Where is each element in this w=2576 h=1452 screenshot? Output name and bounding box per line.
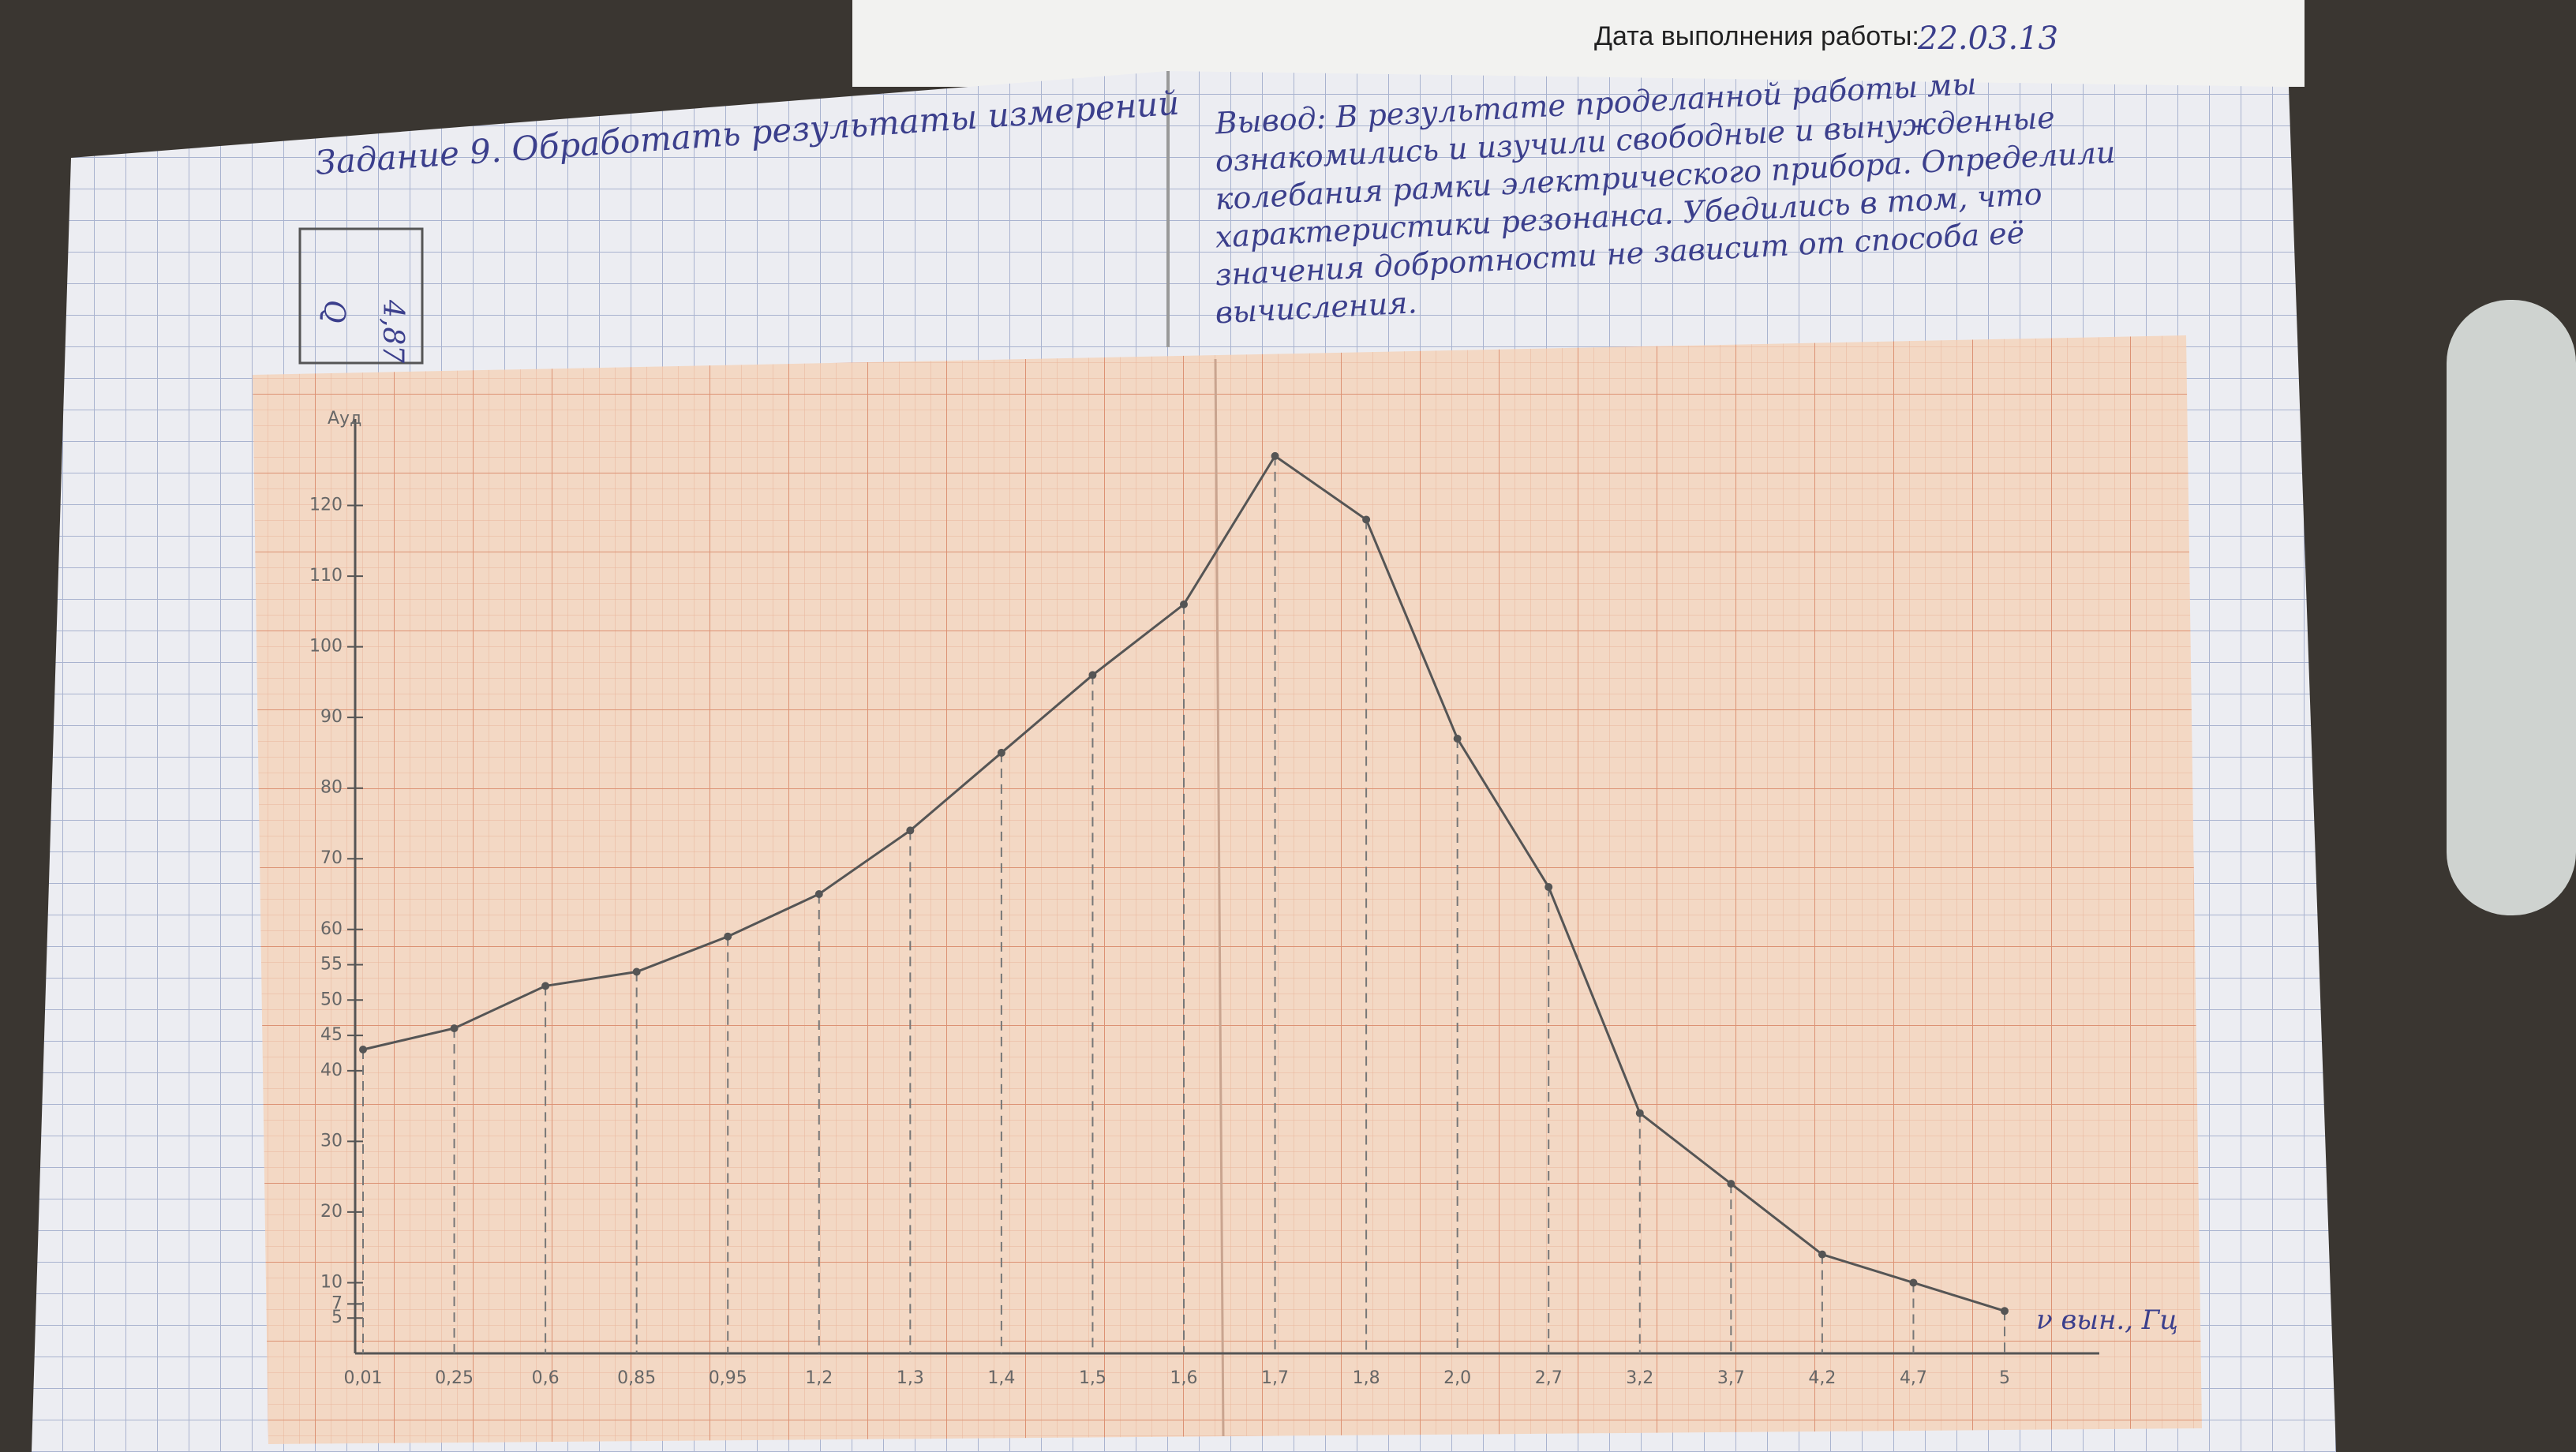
y-tick-label: 30 <box>320 1131 343 1151</box>
y-tick-label: 45 <box>320 1025 343 1045</box>
sheet <box>852 0 2305 87</box>
y-tick-label: 80 <box>320 778 343 798</box>
x-tick-label: 3,7 <box>1717 1368 1745 1388</box>
x-tick-label: 5 <box>1999 1368 2010 1388</box>
y-tick-label: 90 <box>320 707 343 727</box>
q-value: 4,87 <box>376 299 409 363</box>
x-tick-label: 4,7 <box>1900 1368 1927 1388</box>
y-tick-label: 100 <box>309 637 343 657</box>
x-tick-label: 0,6 <box>532 1368 560 1388</box>
date-label: Дата выполнения работы: <box>1594 21 1919 51</box>
y-tick-label: 5 <box>331 1308 343 1327</box>
y-tick-label: 10 <box>320 1272 343 1292</box>
x-axis-label: ν вын., Гц <box>2036 1304 2178 1336</box>
y-tick-label: 110 <box>309 566 343 586</box>
q-header: Q <box>317 300 350 324</box>
x-tick-label: 2,7 <box>1535 1368 1563 1388</box>
x-tick-label: 1,2 <box>805 1368 833 1388</box>
x-tick-label: 3,2 <box>1626 1368 1653 1388</box>
date: 22.03.13 <box>1917 21 2058 57</box>
y-tick-label: 120 <box>309 496 343 515</box>
x-tick-label: 4,2 <box>1808 1368 1836 1388</box>
y-tick-label: 40 <box>320 1061 343 1080</box>
graph-paper <box>253 335 2202 1444</box>
y-tick-label: 7 <box>331 1293 343 1313</box>
fold <box>1214 358 1225 1437</box>
x-tick-label: 0,25 <box>435 1368 474 1388</box>
x-tick-label: 1,7 <box>1261 1368 1289 1388</box>
x-tick-label: 2,0 <box>1443 1368 1471 1388</box>
x-tick-label: 0,01 <box>344 1368 383 1388</box>
q-table <box>298 227 424 365</box>
y-tick-label: 70 <box>320 848 343 868</box>
y-axis-label: Ауд <box>328 409 361 428</box>
x-tick-label: 1,5 <box>1079 1368 1106 1388</box>
y-tick-label: 20 <box>320 1202 343 1222</box>
x-tick-label: 1,8 <box>1353 1368 1380 1388</box>
x-tick-label: 1,3 <box>897 1368 924 1388</box>
x-tick-label: 0,95 <box>709 1368 747 1388</box>
y-tick-label: 50 <box>320 990 343 1009</box>
mouse <box>2447 300 2576 915</box>
x-tick-label: 1,4 <box>987 1368 1015 1388</box>
x-tick-label: 1,6 <box>1170 1368 1198 1388</box>
y-tick-label: 60 <box>320 919 343 939</box>
line <box>362 454 2005 1312</box>
x-tick-label: 0,85 <box>617 1368 656 1388</box>
y-tick-label: 55 <box>320 955 343 975</box>
